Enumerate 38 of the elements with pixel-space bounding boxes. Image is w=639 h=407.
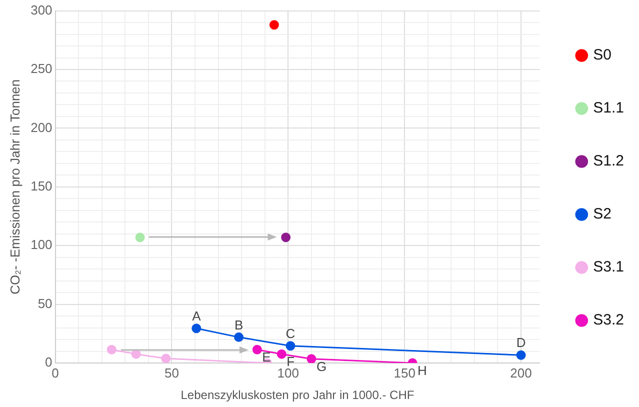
legend-label: S2 [593, 206, 612, 223]
legend-label: S0 [593, 46, 612, 64]
y-tick-label: 0 [45, 354, 52, 370]
legend-label: S3.1 [593, 258, 624, 276]
annotation: H [418, 363, 427, 378]
point [161, 354, 171, 363]
point [135, 232, 145, 242]
annotation: A [192, 308, 202, 324]
point [252, 344, 262, 354]
y-tick-label: 150 [30, 178, 52, 194]
point [234, 332, 244, 342]
y-tick-label: 250 [30, 61, 52, 76]
point [269, 20, 279, 30]
point [276, 349, 286, 359]
annotation: C [286, 326, 296, 341]
y-tick-label: 50 [38, 296, 52, 311]
point [306, 354, 316, 363]
point [286, 341, 296, 351]
x-tick-label: 50 [164, 365, 179, 380]
y-axis-title: CO₂- -Emissionen pro Jahr in Tonnen [7, 79, 22, 294]
annotation: D [516, 335, 526, 350]
point [192, 324, 202, 334]
legend-label: S3.2 [593, 312, 624, 329]
y-tick-label: 300 [30, 2, 52, 18]
point [516, 350, 526, 360]
annotation: E [262, 350, 272, 365]
annotation: B [234, 317, 244, 332]
x-axis-title: Lebenszykluskosten pro Jahr in 1000.- CHF [180, 388, 414, 402]
legend-label: S1.2 [593, 152, 624, 170]
x-tick-label: 200 [510, 365, 532, 380]
point [281, 232, 291, 242]
legend-label: S1.1 [593, 100, 624, 117]
annotation: G [316, 358, 327, 374]
point [131, 349, 141, 359]
x-tick-label: 150 [394, 365, 416, 380]
y-tick-label: 100 [30, 237, 52, 252]
y-tick-label: 200 [30, 120, 52, 135]
point [106, 344, 116, 354]
